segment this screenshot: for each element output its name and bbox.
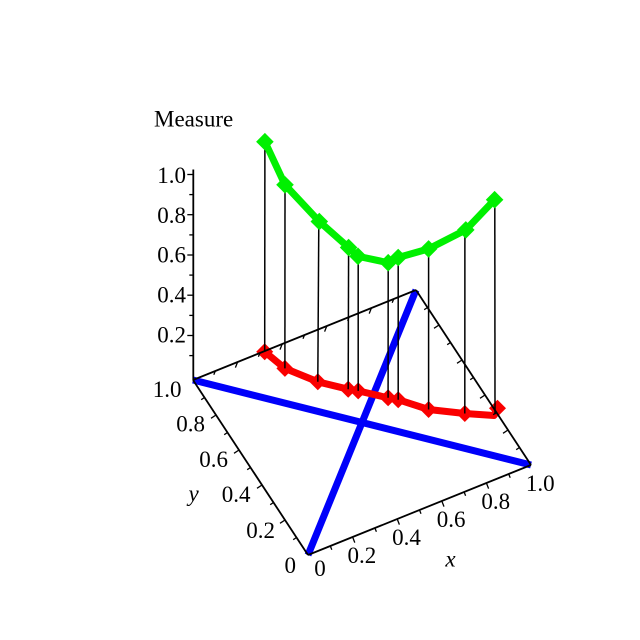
svg-text:0.8: 0.8 (176, 412, 205, 437)
svg-text:y: y (186, 481, 199, 506)
svg-text:x: x (444, 547, 456, 572)
svg-text:1.0: 1.0 (153, 377, 182, 402)
svg-text:0: 0 (285, 553, 297, 578)
svg-text:0.8: 0.8 (481, 489, 510, 514)
svg-text:0.4: 0.4 (222, 482, 251, 507)
svg-text:0.6: 0.6 (157, 243, 186, 268)
svg-text:0.4: 0.4 (157, 283, 186, 308)
svg-text:1.0: 1.0 (526, 471, 555, 496)
svg-text:0.8: 0.8 (157, 203, 186, 228)
svg-text:0.2: 0.2 (348, 543, 377, 568)
svg-text:0: 0 (314, 556, 326, 581)
svg-text:1.0: 1.0 (157, 163, 186, 188)
svg-text:0.4: 0.4 (392, 525, 421, 550)
svg-text:0.6: 0.6 (437, 507, 466, 532)
svg-text:0.6: 0.6 (199, 447, 228, 472)
svg-text:0.2: 0.2 (157, 322, 186, 347)
svg-text:0.2: 0.2 (246, 518, 275, 543)
svg-text:Measure: Measure (154, 107, 233, 132)
